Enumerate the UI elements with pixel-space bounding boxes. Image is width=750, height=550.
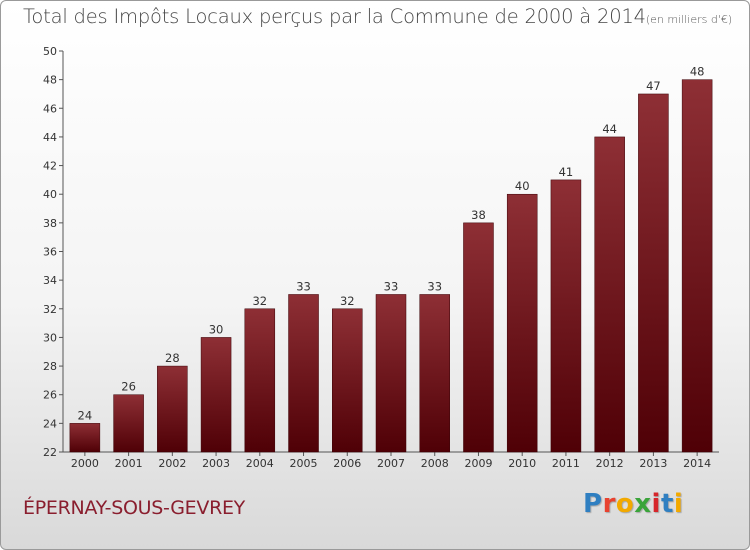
x-tick-label: 2011 [552,457,580,470]
commune-name: ÉPERNAY-SOUS-GEVREY [23,497,245,519]
y-tick-label: 40 [43,188,57,201]
bar-2014 [681,79,713,453]
y-tick-label: 32 [43,303,57,316]
chart-title: Total des Impôts Locaux perçus par la Co… [23,5,732,28]
bars-group [69,79,713,453]
data-label: 38 [471,208,486,222]
unit-note: (en milliers d'€) [645,13,733,26]
logo-letter: P [583,489,603,519]
bar-2003 [200,337,232,453]
logo-letter: i [651,489,661,519]
y-tick-label: 44 [43,131,57,144]
bar-2006 [332,308,363,453]
data-label: 32 [252,294,267,308]
bar-2002 [157,365,188,453]
bar-2012 [594,136,625,453]
x-tick-label: 2006 [333,457,361,470]
data-label: 33 [296,279,311,293]
bar-2004 [244,308,276,453]
logo-letter: x [634,489,652,519]
bar-2010 [506,193,538,453]
logo-letter: t [660,489,674,519]
y-tick-label: 28 [43,360,57,373]
data-label: 33 [427,279,442,293]
bar-2001 [113,394,144,453]
bar-2013 [638,93,669,453]
logo-letter: o [615,489,635,519]
data-label: 47 [646,79,661,93]
x-tick-label: 2013 [639,457,667,470]
data-label: 48 [690,65,705,79]
x-tick-label: 2005 [290,457,318,470]
x-tick-label: 2008 [421,457,449,470]
bar-2007 [375,294,407,453]
x-tick-label: 2004 [246,457,274,470]
x-tick-label: 2000 [71,457,99,470]
data-label: 41 [559,165,574,179]
y-tick-label: 42 [43,160,57,173]
x-tick-label: 2014 [683,457,711,470]
x-tick-label: 2012 [596,457,624,470]
y-tick-label: 24 [43,417,57,430]
bar-2011 [550,179,582,453]
x-tick-label: 2009 [464,457,492,470]
bar-2000 [69,423,101,453]
data-label: 32 [340,294,355,308]
data-label: 44 [602,122,617,136]
proxiti-logo[interactable]: Proxiti [583,489,683,519]
data-label: 24 [78,408,93,422]
data-label: 26 [121,380,136,394]
data-labels-group: 24 26 28 30 32 33 32 33 33 38 40 41 44 47 48 [78,65,705,423]
y-tick-label: 36 [43,246,57,259]
x-tick-label: 2001 [115,457,143,470]
bar-2005 [288,294,319,453]
y-tick-label: 46 [43,102,57,115]
logo-letter: r [602,489,616,519]
x-tick-label: 2010 [508,457,536,470]
y-tick-label: 50 [43,45,57,58]
logo-letter: i [673,489,684,519]
y-tick-label: 38 [43,217,57,230]
x-tick-label: 2007 [377,457,405,470]
chart-title-text: Total des Impôts Locaux perçus par la Co… [23,5,646,28]
data-label: 40 [515,179,530,193]
x-tick-label: 2002 [158,457,186,470]
y-tick-label: 34 [43,274,57,287]
y-tick-label: 22 [43,446,57,459]
bar-2008 [419,294,450,453]
y-tick-label: 26 [43,389,57,402]
bar-2009 [463,222,494,453]
y-tick-label: 48 [43,74,57,87]
data-label: 28 [165,351,180,365]
data-label: 33 [384,279,399,293]
y-tick-label: 30 [43,331,57,344]
data-label: 30 [209,322,224,336]
x-tick-label: 2003 [202,457,230,470]
